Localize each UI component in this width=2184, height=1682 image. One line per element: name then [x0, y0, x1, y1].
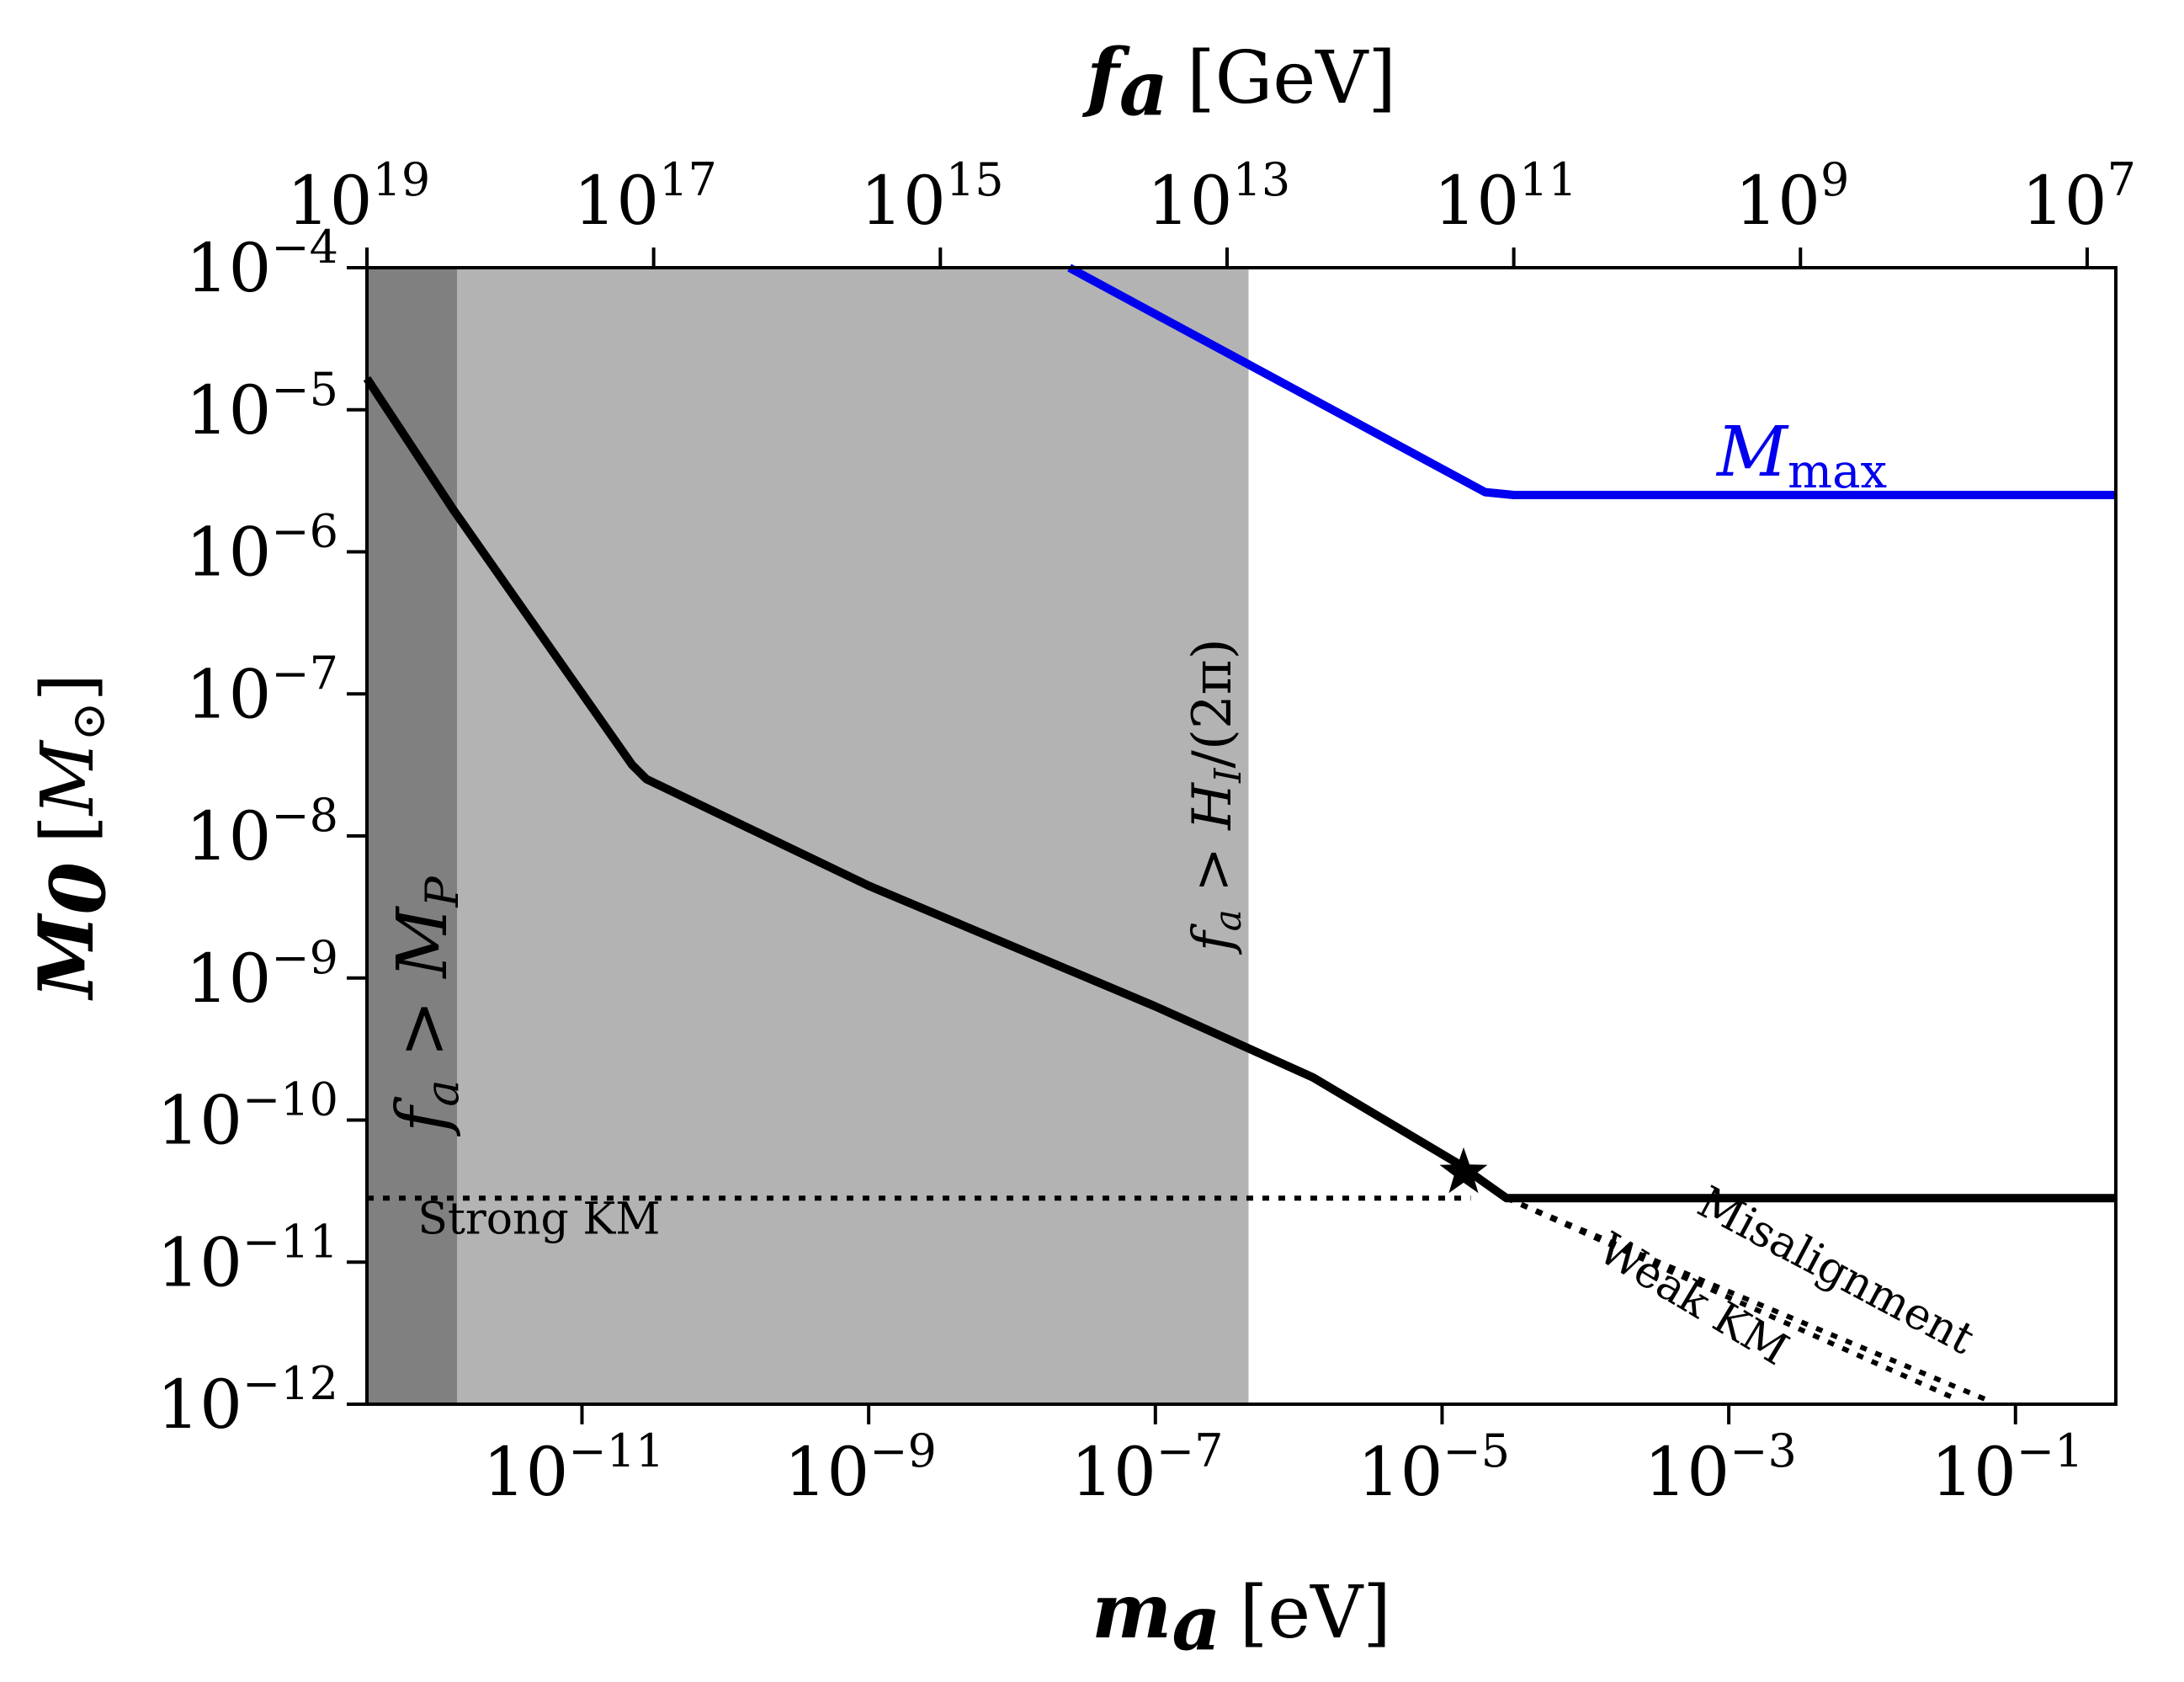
- top-ticks: 1019 1017 1015 1013 1011 109 107: [287, 153, 2136, 268]
- x-tick-label: 10−3: [1644, 1424, 1796, 1511]
- series-m-max: [1067, 263, 2116, 499]
- y-tick-label: 10−11: [157, 1215, 338, 1301]
- x-tick-label: 10−5: [1358, 1424, 1510, 1511]
- region-label-fa-gt-mp: fa > MP: [383, 876, 469, 1137]
- x-tick-label: 10−1: [1931, 1424, 2083, 1511]
- annotation-strong-km: Strong KM: [417, 1195, 660, 1245]
- series-layer: [363, 263, 2116, 1403]
- transition-star: [1439, 1147, 1488, 1194]
- markers: [1439, 1147, 1488, 1194]
- series-weak-km: [1505, 1195, 1959, 1403]
- top-tick-label: 1015: [860, 153, 1004, 240]
- top-axis-title: fa [GeV]: [1081, 32, 1396, 133]
- mmax-label: Mmax: [1715, 413, 1887, 499]
- x-tick-label: 10−9: [784, 1424, 936, 1511]
- top-tick-label: 1019: [287, 153, 431, 240]
- y-tick-label: 10−7: [186, 647, 338, 733]
- x-tick-label: 10−7: [1071, 1424, 1223, 1511]
- top-tick-label: 1013: [1147, 153, 1291, 240]
- x-axis-title: ma [eV]: [1092, 1567, 1391, 1668]
- y-tick-label: 10−8: [186, 789, 338, 876]
- y-tick-label: 10−10: [157, 1073, 338, 1160]
- y-tick-label: 10−4: [186, 221, 338, 307]
- top-tick-label: 109: [1735, 153, 1849, 240]
- y-tick-label: 10−9: [186, 931, 338, 1018]
- series-misalignment: [1505, 1195, 1988, 1403]
- region-fa-gt-HI: [457, 268, 1249, 1404]
- region-fa-gt-MP: [367, 268, 458, 1404]
- top-tick-label: 1011: [1433, 153, 1577, 240]
- y-tick-label: 10−6: [186, 505, 338, 592]
- x-tick-label: 10−11: [483, 1424, 665, 1511]
- series-m0-solid: [363, 375, 2116, 1203]
- shaded-regions: [367, 268, 1249, 1404]
- region-labels: fa > MP fa > HI/(2π): [383, 638, 1250, 1137]
- y-tick-label: 10−5: [186, 363, 338, 450]
- top-tick-label: 107: [2022, 153, 2136, 240]
- y-tick-label: 10−12: [157, 1357, 338, 1444]
- top-tick-label: 1017: [573, 153, 717, 240]
- region-label-fa-gt-hi: fa > HI/(2π): [1182, 638, 1250, 955]
- y-axis-title: M0[M⊙]: [22, 673, 123, 1001]
- x-ticks: 10−11 10−9 10−7 10−5 10−3 10−1: [483, 1404, 2083, 1511]
- y-ticks: 10−4 10−5 10−6 10−7 10−8 10−9 10−10 10−11 10−12: [157, 221, 367, 1444]
